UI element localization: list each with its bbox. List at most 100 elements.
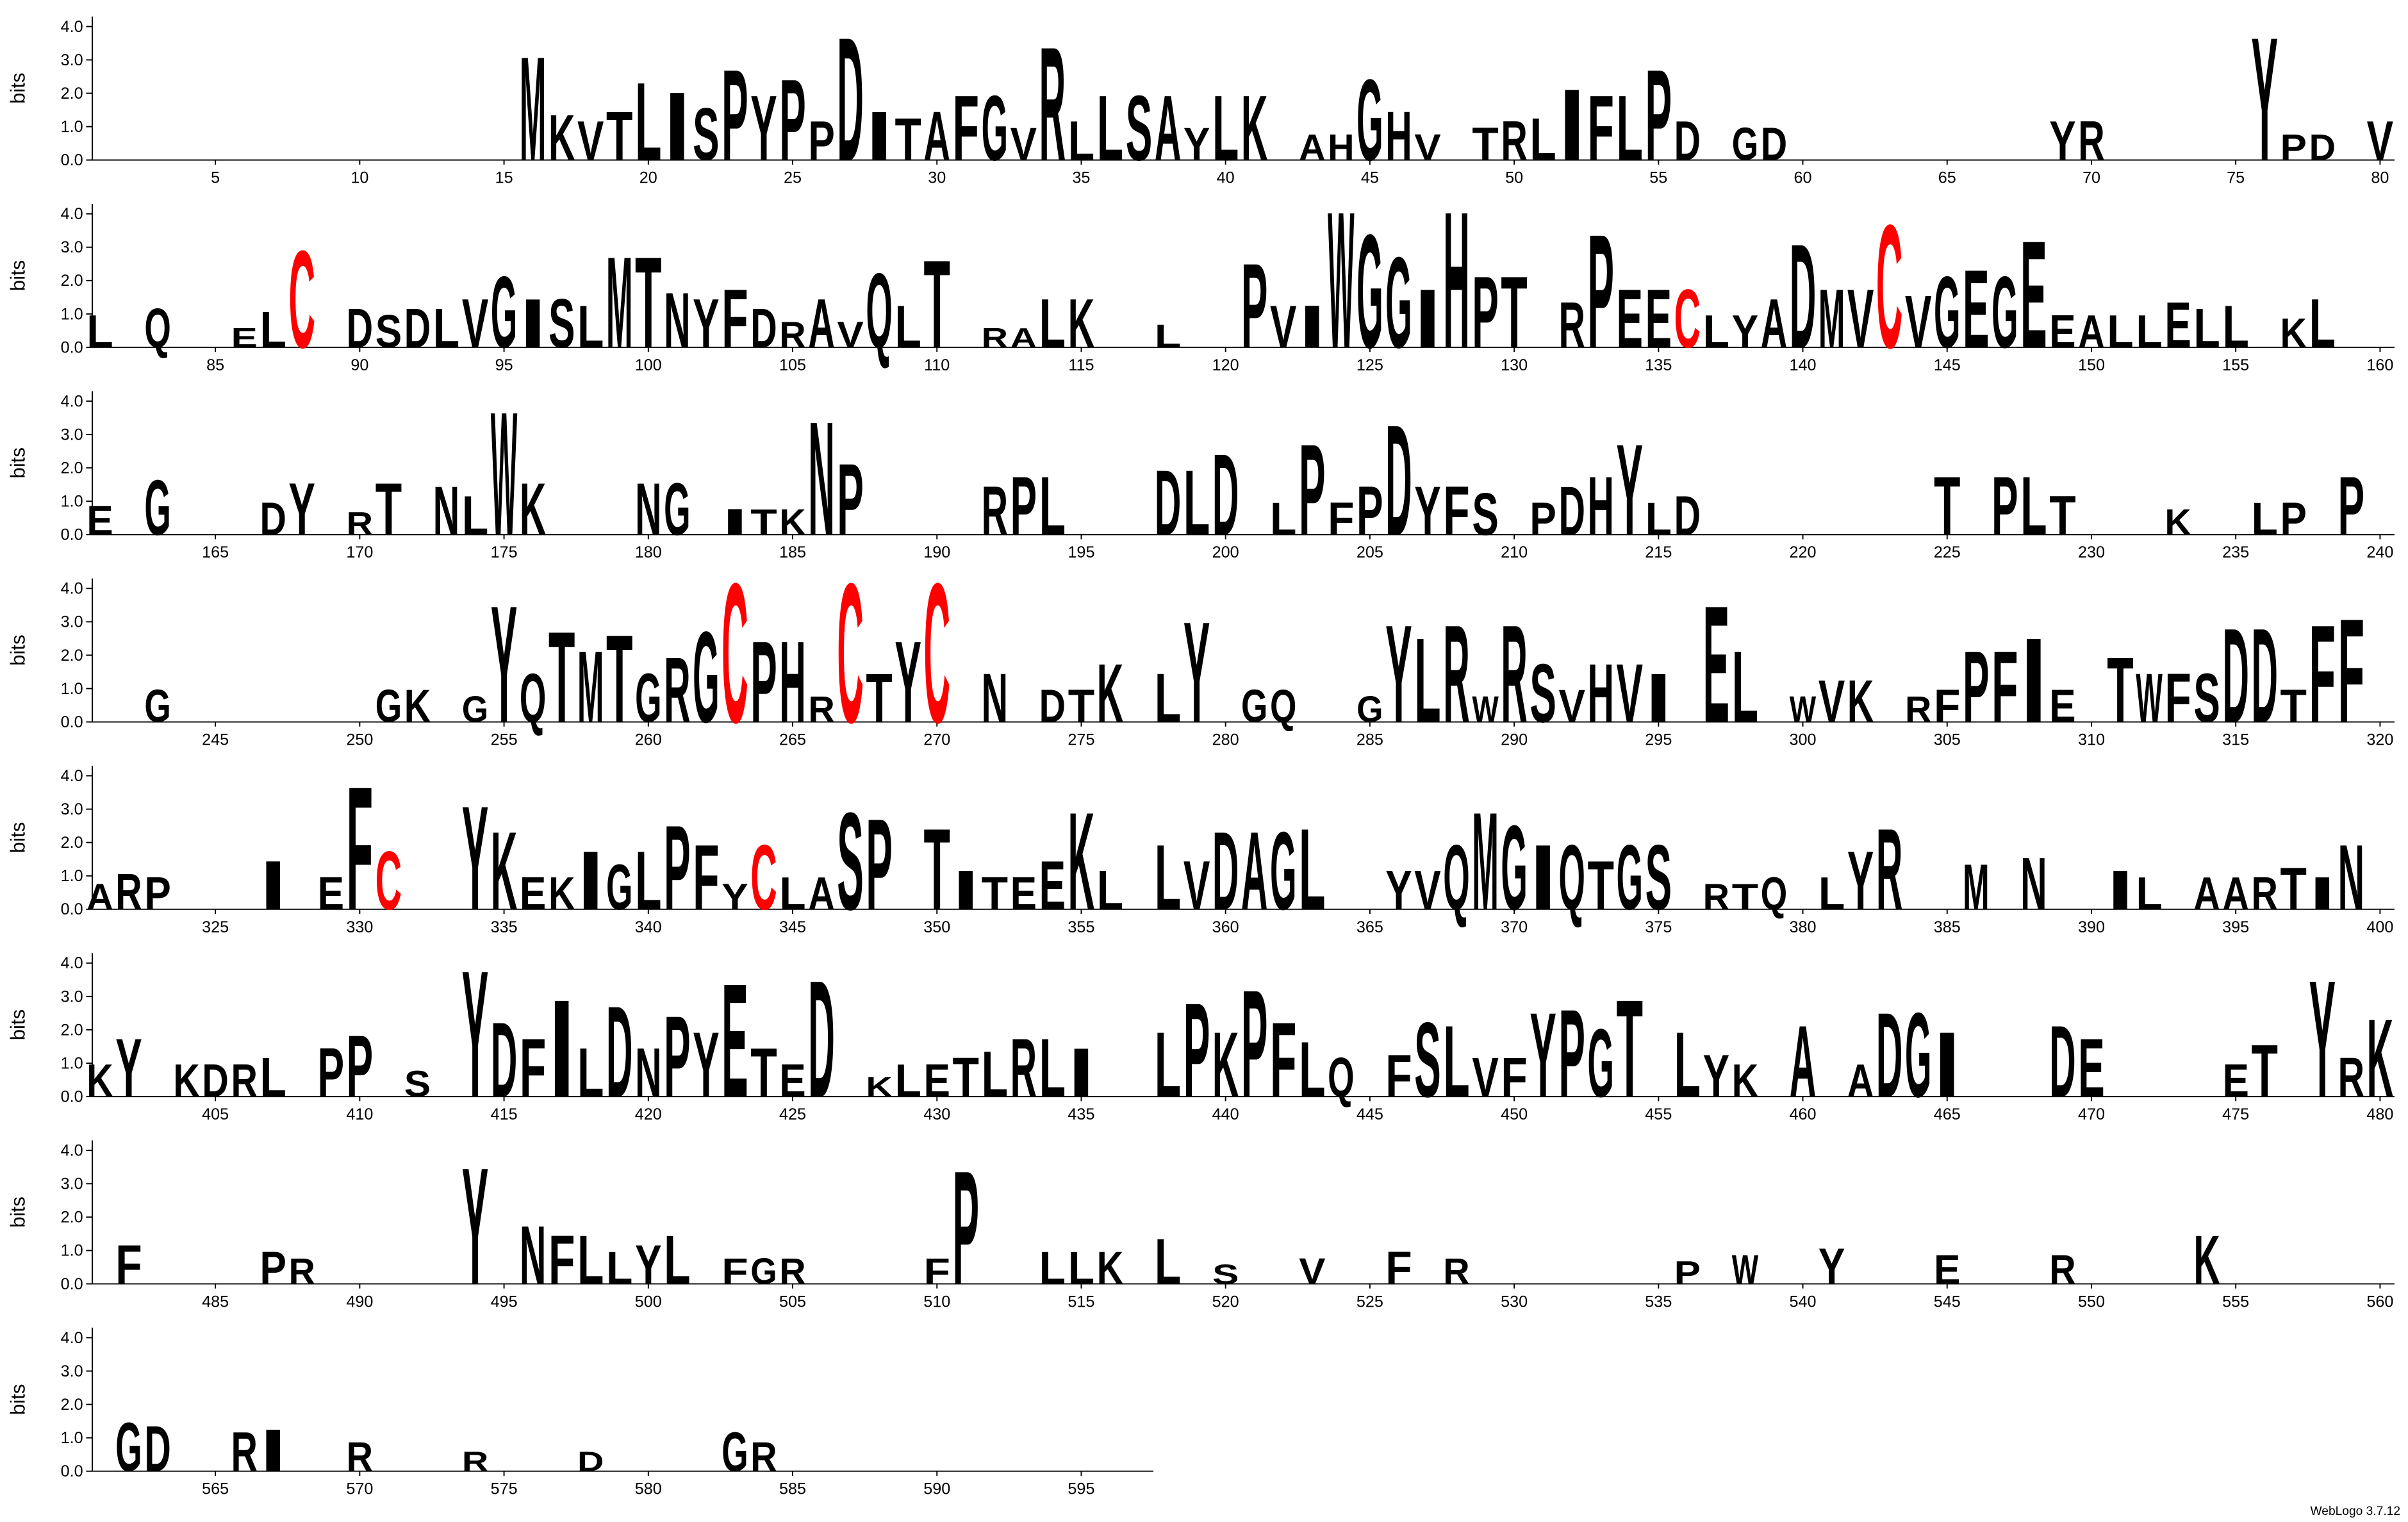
logo-letter: L (2309, 285, 2336, 363)
logo-letter: G (1241, 681, 1267, 732)
x-tick-label: 505 (779, 1293, 806, 1311)
y-tick-label: 1.0 (61, 305, 83, 323)
logo-letter: E (2078, 1021, 2104, 1114)
logo-letter: T (924, 235, 950, 375)
logo-letter: S (1126, 76, 1152, 180)
logo-letter: P (808, 110, 834, 172)
logo-letter: G (144, 681, 170, 732)
logo-letter: L (779, 868, 805, 920)
logo-letter: D (1674, 485, 1701, 547)
logo-letter: L (2136, 868, 2162, 920)
logo-letter: S (1212, 1259, 1239, 1290)
logo-letter: I (953, 859, 979, 922)
logo-letter: A (1010, 323, 1037, 354)
logo-letter: T (2049, 485, 2076, 547)
x-tick-label: 60 (1794, 169, 1812, 187)
logo-letter: V (1617, 646, 1643, 740)
logo-letter: G (144, 463, 170, 551)
logo-letter: L (1645, 493, 1672, 545)
logo-letter: W (491, 376, 517, 572)
logo-letter: G (491, 256, 517, 370)
logo-letter: L (1155, 825, 1181, 929)
y-tick-label: 4.0 (61, 18, 83, 36)
logo-letter: L (1039, 1243, 1066, 1295)
logo-letter: S (1530, 646, 1556, 740)
logo-letter: Q (144, 297, 170, 360)
x-tick-label: 360 (1212, 918, 1239, 936)
logo-letter: P (1241, 240, 1267, 374)
logo-letter: V (1414, 859, 1441, 922)
logo-letter: T (606, 97, 632, 176)
x-tick-label: 245 (202, 731, 229, 749)
x-tick-label: 555 (2222, 1293, 2249, 1311)
logo-letter: K (173, 1055, 200, 1107)
x-tick-label: 115 (1068, 356, 1094, 374)
logo-letter: C (1674, 272, 1701, 365)
logo-letter: I (2309, 868, 2336, 920)
logo-letter: Y (750, 76, 777, 180)
logo-letter: Q (1443, 825, 1469, 929)
logo-letter: L (895, 293, 921, 361)
logo-letter: F (2309, 596, 2336, 752)
logo-letter: D (1212, 809, 1239, 933)
x-tick-label: 195 (1068, 543, 1094, 561)
logo-letter: G (1357, 690, 1383, 731)
logo-letter: E (1645, 272, 1672, 365)
logo-letter: K (1068, 783, 1094, 939)
x-tick-label: 315 (2222, 731, 2249, 749)
logo-letter: G (1357, 201, 1383, 383)
logo-letter: W (2136, 659, 2163, 738)
logo-letter: H (1385, 97, 1412, 176)
x-tick-label: 90 (350, 356, 368, 374)
logo-letter: R (779, 1251, 805, 1292)
logo-letter: T (606, 609, 632, 749)
logo-letter: S (404, 1064, 431, 1105)
x-tick-label: 525 (1357, 1293, 1383, 1311)
logo-letter: D (1155, 451, 1181, 554)
logo-letter: F (347, 750, 373, 947)
logo-letter: T (1501, 256, 1527, 370)
x-tick-label: 135 (1645, 356, 1672, 374)
logo-letter: R (2078, 110, 2104, 172)
x-tick-label: 180 (635, 543, 662, 561)
logo-letter: R (1703, 877, 1729, 918)
logo-letter: C (924, 542, 950, 765)
logo-letter: N (635, 1034, 661, 1112)
y-tick-label: 3.0 (61, 1175, 83, 1193)
y-tick-label: 3.0 (61, 426, 83, 443)
logo-letter: K (1097, 646, 1123, 740)
logo-letter: C (375, 834, 402, 927)
logo-letter: D (606, 979, 632, 1125)
y-axis-label: bits (6, 447, 29, 479)
logo-letter: D (404, 297, 431, 360)
x-tick-label: 495 (491, 1293, 518, 1311)
logo-letter: F (1443, 472, 1469, 550)
logo-letter: K (1068, 285, 1094, 363)
logo-letter: A (2078, 306, 2104, 358)
x-tick-label: 170 (346, 543, 373, 561)
logo-letter: F (722, 1251, 748, 1292)
x-tick-label: 325 (202, 918, 229, 936)
x-tick-label: 500 (635, 1293, 662, 1311)
y-tick-label: 4.0 (61, 1142, 83, 1160)
logo-letter: C (722, 542, 748, 765)
logo-letter: V (837, 315, 864, 356)
logo-letter: P (1963, 631, 1989, 745)
x-tick-label: 480 (2366, 1105, 2393, 1123)
logo-letter: N (2020, 842, 2047, 925)
x-tick-label: 145 (1934, 356, 1961, 374)
logo-letter: R (1443, 1251, 1469, 1292)
x-tick-label: 575 (491, 1480, 518, 1498)
x-tick-label: 440 (1212, 1105, 1239, 1123)
x-tick-label: 190 (923, 543, 950, 561)
logo-letter: K (548, 868, 575, 920)
logo-letter: F (1588, 76, 1614, 180)
logo-letter: L (2222, 293, 2248, 361)
logo-letter: D (1790, 213, 1816, 379)
x-tick-label: 310 (2078, 731, 2105, 749)
logo-letter: R (347, 1435, 373, 1481)
y-tick-label: 1.0 (61, 118, 83, 136)
logo-letter: I (1299, 293, 1325, 361)
logo-letter: G (722, 1421, 748, 1484)
